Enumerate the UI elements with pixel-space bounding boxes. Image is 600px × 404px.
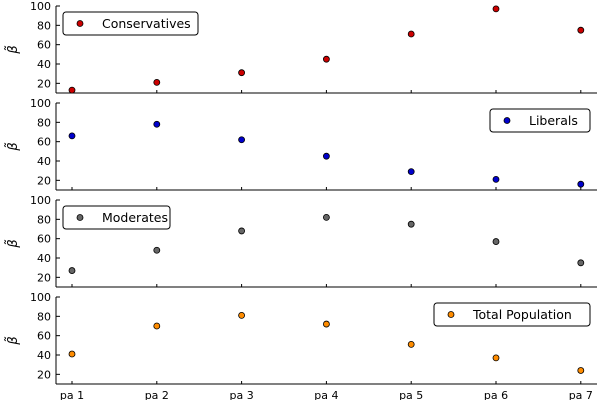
data-point-total-population bbox=[238, 311, 246, 319]
data-point-moderates bbox=[577, 259, 585, 267]
y-axis-label: β̃ bbox=[5, 45, 21, 54]
data-point-conservatives bbox=[68, 86, 76, 94]
y-tick-label: 80 bbox=[37, 310, 51, 323]
legend-marker bbox=[76, 214, 84, 221]
y-axis-label: β̃ bbox=[5, 239, 21, 248]
y-tick-label: 100 bbox=[30, 0, 51, 13]
y-tick-label: 20 bbox=[37, 271, 51, 284]
data-point-conservatives bbox=[407, 30, 415, 38]
legend: Total Population bbox=[433, 302, 591, 327]
x-tick-label: pa 3 bbox=[229, 389, 253, 400]
legend-marker bbox=[76, 20, 84, 27]
legend-marker bbox=[447, 311, 455, 318]
legend: Conservatives bbox=[62, 11, 199, 36]
data-point-liberals bbox=[153, 120, 161, 128]
data-point-total-population bbox=[153, 322, 161, 330]
legend: Liberals bbox=[489, 108, 591, 133]
data-point-liberals bbox=[492, 175, 500, 183]
y-tick-label: 100 bbox=[30, 291, 51, 304]
legend-marker bbox=[503, 117, 511, 124]
data-point-total-population bbox=[322, 320, 330, 328]
legend-box bbox=[62, 11, 199, 36]
y-axis-label: β̃ bbox=[5, 336, 21, 345]
x-tick-label: pa 7 bbox=[569, 389, 593, 400]
data-point-total-population bbox=[407, 340, 415, 348]
data-point-total-population bbox=[68, 350, 76, 358]
y-tick-label: 80 bbox=[37, 116, 51, 129]
y-tick-label: 40 bbox=[37, 349, 51, 362]
y-tick-label: 20 bbox=[37, 174, 51, 187]
legend-label: Total Population bbox=[472, 307, 572, 322]
y-axis-label: β̃ bbox=[5, 142, 21, 151]
y-tick-label: 40 bbox=[37, 155, 51, 168]
x-tick-label: pa 5 bbox=[399, 389, 423, 400]
data-point-total-population bbox=[492, 354, 500, 362]
x-tick-label: pa 2 bbox=[145, 389, 169, 400]
data-point-liberals bbox=[238, 136, 246, 144]
x-tick-label: pa 1 bbox=[60, 389, 84, 400]
data-point-conservatives bbox=[238, 69, 246, 77]
legend-box bbox=[62, 205, 171, 230]
legend-label: Conservatives bbox=[102, 16, 191, 31]
data-point-moderates bbox=[407, 220, 415, 228]
y-tick-label: 20 bbox=[37, 77, 51, 90]
y-tick-label: 60 bbox=[37, 39, 51, 52]
panel-2: 20 40 60 80 100 β̃ Liberals bbox=[5, 97, 597, 191]
data-point-liberals bbox=[68, 132, 76, 140]
panel-3: 20 40 60 80 100 β̃ Moderates bbox=[5, 194, 597, 288]
y-tick-label: 60 bbox=[37, 330, 51, 343]
panel-4: 20 40 60 80 100 β̃ Total Population bbox=[5, 291, 597, 385]
data-point-conservatives bbox=[322, 55, 330, 63]
legend-label: Moderates bbox=[102, 210, 168, 225]
y-tick-label: 100 bbox=[30, 194, 51, 207]
data-point-moderates bbox=[322, 213, 330, 221]
y-tick-label: 80 bbox=[37, 19, 51, 32]
legend-box bbox=[489, 108, 591, 133]
y-tick-label: 80 bbox=[37, 213, 51, 226]
data-point-conservatives bbox=[492, 5, 500, 13]
y-tick-label: 40 bbox=[37, 58, 51, 71]
y-tick-label: 100 bbox=[30, 97, 51, 110]
x-tick-label: pa 6 bbox=[484, 389, 508, 400]
data-point-liberals bbox=[322, 152, 330, 160]
data-point-conservatives bbox=[577, 26, 585, 34]
panel-1: 20 40 60 80 100 β̃ Conservatives bbox=[5, 0, 597, 94]
legend: Moderates bbox=[62, 205, 171, 230]
data-point-moderates bbox=[238, 227, 246, 235]
x-tick-label: pa 4 bbox=[314, 389, 338, 400]
legend-box bbox=[433, 302, 591, 327]
data-point-moderates bbox=[153, 246, 161, 254]
y-tick-label: 20 bbox=[37, 368, 51, 381]
legend-label: Liberals bbox=[529, 113, 578, 128]
data-point-total-population bbox=[577, 367, 585, 374]
data-point-conservatives bbox=[153, 78, 161, 86]
data-point-liberals bbox=[577, 180, 585, 188]
data-point-moderates bbox=[492, 238, 500, 245]
y-tick-label: 40 bbox=[37, 252, 51, 265]
y-tick-label: 60 bbox=[37, 136, 51, 149]
y-tick-label: 60 bbox=[37, 233, 51, 246]
data-point-liberals bbox=[407, 168, 415, 176]
data-point-moderates bbox=[68, 267, 76, 274]
